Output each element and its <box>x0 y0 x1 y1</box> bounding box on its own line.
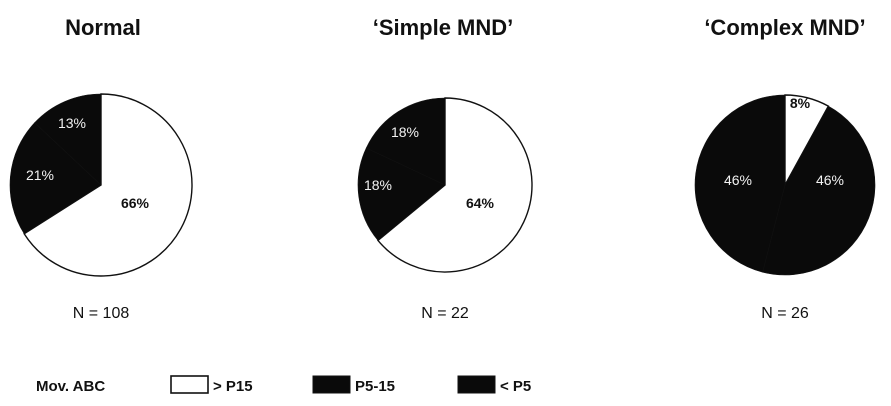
pie-chart-2: ‘Simple MND’ 64% 18% 18% N = 22 <box>357 15 533 322</box>
slice-label-p5-15: 46% <box>816 172 844 188</box>
sample-size-label: N = 22 <box>421 305 469 322</box>
pie-slice-lt-p5 <box>694 94 786 273</box>
chart-title: Normal <box>65 15 141 40</box>
slice-label-lt-p5: 18% <box>391 124 419 140</box>
sample-size-label: N = 26 <box>761 305 809 322</box>
slice-label-gt-p15: 8% <box>790 95 811 111</box>
slice-label-gt-p15: 66% <box>121 195 150 211</box>
legend-swatch-p5-15 <box>312 375 351 394</box>
legend-label-p5-15: P5-15 <box>355 378 395 395</box>
slice-label-lt-p5: 13% <box>58 115 86 131</box>
chart-title: ‘Simple MND’ <box>373 15 514 40</box>
pie-chart-1: Normal 66% 21% 13% N = 108 <box>9 15 193 322</box>
pie-slice-gt-p15 <box>23 93 193 277</box>
slice-label-lt-p5: 46% <box>724 172 752 188</box>
legend-label-lt-p5: < P5 <box>500 378 531 395</box>
slice-label-gt-p15: 64% <box>466 195 495 211</box>
legend: Mov. ABC > P15 P5-15 < P5 <box>36 375 531 395</box>
slice-label-p5-15: 21% <box>26 167 54 183</box>
chart-title: ‘Complex MND’ <box>704 15 865 40</box>
pie-slice-p5-15 <box>357 147 446 241</box>
pie-charts: Normal 66% 21% 13% N = 108 ‘Simple MND’ 64% 18%… <box>9 15 876 322</box>
pie-slice-p5-15 <box>762 105 876 276</box>
legend-swatch-gt-p15 <box>170 375 209 394</box>
slice-label-p5-15: 18% <box>364 177 392 193</box>
pie-chart-3: ‘Complex MND’ 8% 46% 46% N = 26 <box>694 15 876 322</box>
pie-slice-lt-p5 <box>365 97 446 186</box>
legend-swatch-lt-p5 <box>457 375 496 394</box>
pie-slice-lt-p5 <box>34 93 102 186</box>
pie-slice-p5-15 <box>9 122 102 235</box>
sample-size-label: N = 108 <box>73 305 130 322</box>
pie-slice-gt-p15 <box>376 97 533 273</box>
legend-label-gt-p15: > P15 <box>213 378 253 395</box>
legend-title: Mov. ABC <box>36 378 105 395</box>
